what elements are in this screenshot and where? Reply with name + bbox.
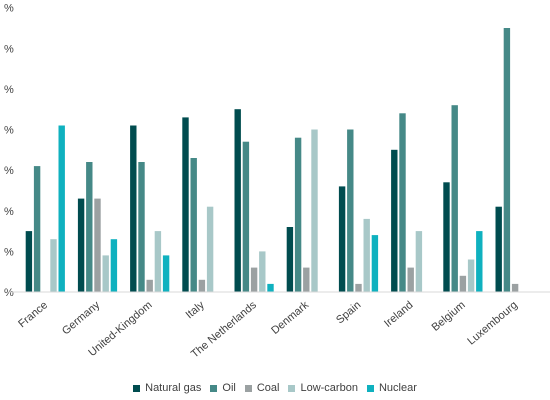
x-tick-label: Italy (184, 299, 208, 321)
legend-item: Low-carbon (288, 382, 358, 394)
bar (94, 198, 101, 292)
bar (25, 231, 33, 292)
bar (303, 267, 310, 292)
bar (286, 227, 294, 292)
bar (110, 239, 118, 292)
bar (467, 259, 475, 292)
bar (311, 129, 318, 292)
bar (162, 255, 170, 292)
x-tick-label: Spain (334, 299, 363, 326)
legend-label: Coal (256, 382, 280, 394)
legend-label: Natural gas (145, 382, 202, 394)
bar (347, 129, 354, 292)
bar (242, 141, 250, 292)
bar (371, 235, 379, 292)
x-tick-label: Belgium (430, 299, 468, 334)
legend-label: Nuclear (378, 382, 417, 394)
bar (198, 279, 206, 292)
bar (294, 137, 302, 292)
legend-item: Oil (210, 382, 236, 394)
y-tick-fragment: % (4, 84, 14, 96)
bar (443, 182, 450, 292)
y-tick-fragment: % (4, 165, 14, 177)
legend-item: Natural gas (133, 382, 201, 394)
bar (206, 206, 214, 292)
bar (138, 162, 145, 292)
bar (267, 283, 274, 292)
bar (407, 267, 414, 292)
bar (391, 149, 398, 292)
bar (33, 166, 41, 292)
bar (451, 105, 458, 292)
y-tick-fragment: % (4, 287, 14, 299)
bar (363, 218, 370, 292)
bar (459, 275, 467, 292)
legend-swatch (210, 384, 218, 392)
bar (415, 231, 423, 292)
bar (58, 125, 65, 292)
y-tick-fragment: % (4, 125, 14, 137)
bar (503, 28, 511, 292)
bar (154, 231, 162, 292)
y-axis-ticks: %%%%%%%% (4, 3, 14, 299)
legend-swatch (133, 384, 141, 392)
legend-item: Nuclear (366, 382, 417, 394)
bar (50, 239, 57, 292)
y-tick-fragment: % (4, 43, 14, 55)
bar (182, 117, 189, 293)
bar (399, 113, 406, 292)
y-tick-fragment: % (4, 206, 14, 218)
bar (511, 283, 519, 292)
bar (476, 231, 483, 292)
x-tick-label: Germany (60, 299, 103, 338)
bar (102, 255, 109, 292)
legend-label: Oil (222, 382, 236, 394)
x-tick-label: France (16, 299, 50, 330)
bar (190, 158, 197, 292)
x-tick-label: Luxembourg (465, 299, 520, 348)
bar (495, 206, 502, 292)
bar (77, 198, 85, 292)
bar (86, 162, 93, 292)
legend-swatch (244, 384, 252, 392)
bar (250, 267, 258, 292)
bar (338, 186, 346, 292)
y-tick-fragment: % (4, 246, 14, 258)
bar (259, 251, 266, 292)
bar (355, 283, 362, 292)
bar (146, 279, 153, 292)
x-tick-label: Ireland (382, 299, 415, 330)
legend-swatch (288, 384, 296, 392)
bar (130, 125, 137, 292)
legend-label: Low-carbon (300, 382, 358, 394)
x-tick-label: Denmark (269, 299, 311, 337)
bar (234, 109, 241, 292)
legend-item: Coal (244, 382, 280, 394)
legend-swatch (366, 384, 374, 392)
legend: Natural gas Oil Coal Low-carbon Nuclear (0, 380, 550, 396)
bars (25, 28, 519, 293)
y-tick-fragment: % (4, 3, 14, 15)
